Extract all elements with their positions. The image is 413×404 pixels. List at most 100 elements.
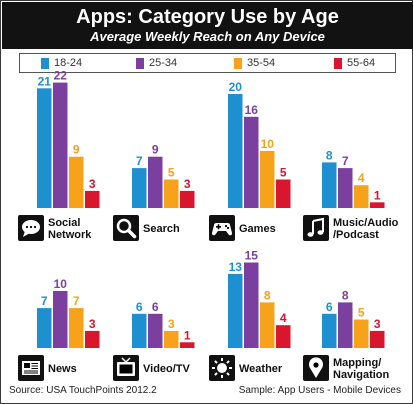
- data-label: 8: [326, 148, 333, 162]
- gamepad-icon: [209, 215, 235, 241]
- icon-shape: [226, 226, 230, 230]
- data-label: 10: [54, 277, 68, 291]
- category-label: Weather: [239, 363, 283, 375]
- data-label: 3: [184, 177, 191, 191]
- legend-swatch: [41, 58, 49, 69]
- icon-shape: [23, 231, 30, 237]
- data-label: 4: [358, 171, 365, 185]
- data-label: 6: [136, 300, 143, 314]
- data-label: 6: [152, 300, 159, 314]
- sample-note: Sample: App Users - Mobile Devices: [238, 385, 401, 396]
- bar: [180, 190, 195, 208]
- category-label: Video/TV: [143, 363, 191, 375]
- icon-shape: [226, 372, 230, 376]
- icon-shape: [29, 225, 33, 229]
- category-label: Search: [143, 223, 180, 235]
- bar: [37, 88, 52, 208]
- data-label: 20: [229, 80, 243, 94]
- bar: [322, 313, 337, 348]
- legend-swatch: [334, 58, 342, 69]
- legend-label: 25-34: [149, 57, 178, 69]
- bar: [132, 313, 147, 348]
- legend-swatch: [234, 58, 242, 69]
- category-label: Games: [239, 223, 276, 235]
- data-label: 3: [374, 317, 381, 331]
- icon-shape: [224, 224, 228, 228]
- data-label: 1: [184, 328, 191, 342]
- data-label: 22: [54, 69, 68, 83]
- bar: [69, 308, 84, 348]
- bar: [164, 179, 179, 208]
- icon-shape: [24, 363, 30, 368]
- bar: [260, 151, 275, 208]
- bar: [354, 319, 369, 348]
- map-pin-icon: [303, 355, 329, 381]
- legend: 18-24 25-34 35-54 55-64: [19, 53, 396, 73]
- data-label: 1: [374, 188, 381, 202]
- bar: [322, 162, 337, 208]
- legend-label: 35-54: [247, 57, 276, 69]
- sun-icon: [209, 355, 235, 381]
- data-label: 3: [89, 177, 96, 191]
- magnifier-icon: [113, 215, 139, 241]
- bar: [53, 291, 68, 348]
- bar: [148, 313, 163, 348]
- icon-shape: [226, 360, 230, 364]
- icon-shape: [214, 360, 218, 364]
- category-panel: 8 741 Music/Audio/Podcast: [303, 148, 399, 241]
- bar: [228, 273, 243, 348]
- newspaper-icon: [18, 355, 44, 381]
- bar: [180, 342, 195, 348]
- source-note: Source: USA TouchPoints 2012.2: [9, 385, 157, 396]
- category-label: Mapping/: [333, 357, 381, 369]
- icon-shape: [217, 224, 220, 230]
- bar: [85, 330, 100, 348]
- bar: [244, 116, 259, 208]
- data-label: 8: [264, 288, 271, 302]
- icon-shape: [313, 362, 319, 368]
- data-label: 5: [168, 166, 175, 180]
- data-label: 7: [342, 154, 349, 168]
- bar: [244, 262, 259, 348]
- data-label: 3: [168, 317, 175, 331]
- data-label: 6: [326, 300, 333, 314]
- bar: [53, 82, 68, 208]
- bar: [260, 302, 275, 348]
- bar: [276, 179, 291, 208]
- data-label: 16: [245, 103, 259, 117]
- data-label: 7: [73, 294, 80, 308]
- icon-shape: [116, 218, 132, 234]
- speech-bubble-icon: [18, 215, 44, 241]
- data-label: 10: [261, 137, 275, 151]
- legend-label: 18-24: [54, 57, 83, 69]
- category-label: Social: [48, 217, 80, 229]
- category-label: Music/Audio: [333, 217, 399, 229]
- bar: [85, 190, 100, 208]
- icon-shape: [119, 364, 133, 374]
- icon-shape: [214, 372, 218, 376]
- data-label: 9: [152, 143, 159, 157]
- icon-background: [303, 215, 329, 241]
- category-label: Network: [48, 229, 92, 241]
- data-label: 8: [342, 288, 349, 302]
- legend-swatch: [136, 58, 144, 69]
- data-label: 4: [280, 311, 287, 325]
- icon-shape: [33, 225, 37, 229]
- bar: [338, 168, 353, 208]
- bar: [338, 302, 353, 348]
- data-label: 21: [38, 74, 52, 88]
- music-note-icon: [303, 215, 329, 241]
- data-label: 5: [280, 166, 287, 180]
- chart-subtitle: Average Weekly Reach on Any Device: [90, 29, 325, 44]
- header-bar: Apps: Category Use by Age Average Weekly…: [2, 2, 413, 49]
- data-label: 15: [245, 249, 259, 263]
- data-label: 13: [229, 260, 243, 274]
